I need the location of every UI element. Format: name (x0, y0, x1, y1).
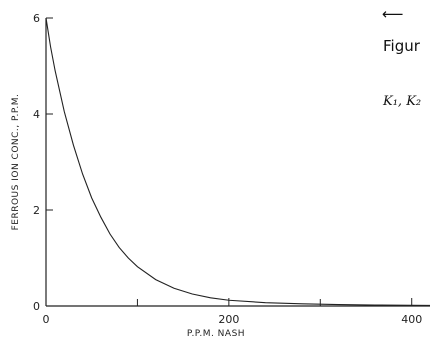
arrow-icon: ⟵ (382, 5, 404, 23)
x-tick-label: 400 (401, 313, 422, 326)
x-tick-label: 200 (218, 313, 239, 326)
y-tick-label: 4 (33, 108, 40, 121)
constants-label: K₁, K₂ (382, 94, 421, 109)
x-axis-title: P.P.M. NASH (187, 329, 245, 339)
y-tick-label: 6 (33, 12, 40, 25)
y-axis-title: FERROUS ION CONC., P.P.M. (11, 94, 21, 231)
y-tick-label: 0 (33, 300, 40, 313)
y-tick-label: 2 (33, 204, 40, 217)
x-tick-label: 0 (43, 313, 50, 326)
series-line (45, 17, 430, 306)
figure-label: Figur (383, 37, 421, 55)
